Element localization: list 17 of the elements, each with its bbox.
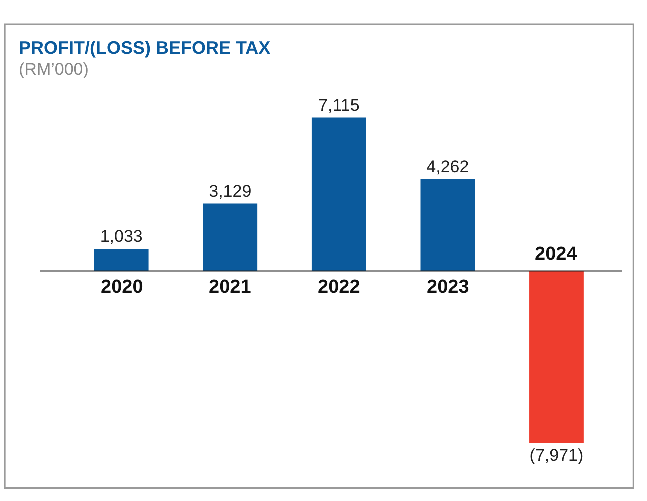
chart-title: PROFIT/(LOSS) BEFORE TAX (19, 38, 271, 58)
bar (94, 248, 149, 272)
data-label: 4,262 (426, 157, 470, 176)
bar (530, 271, 584, 444)
x-tick-label: 2023 (427, 277, 470, 298)
x-tick-label: 2021 (209, 277, 252, 298)
x-tick-label: 2020 (101, 277, 144, 298)
bar (312, 118, 366, 272)
bar (203, 204, 258, 272)
bar (420, 179, 476, 272)
x-tick-label: 2022 (318, 277, 360, 298)
data-label: (7,971) (530, 446, 584, 466)
data-label: 3,129 (209, 182, 252, 201)
chart-subtitle: (RM’000) (19, 60, 89, 79)
x-tick-label: 2024 (535, 244, 578, 265)
data-label: 1,033 (100, 226, 143, 246)
data-label: 7,115 (318, 96, 360, 115)
